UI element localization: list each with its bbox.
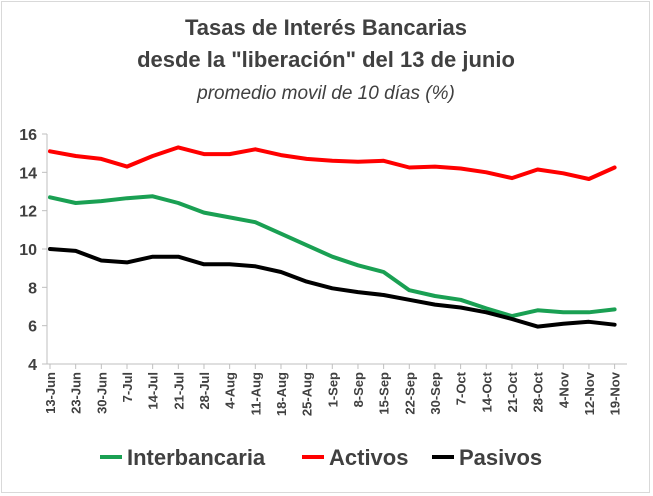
x-tick-label: 21-Jul — [171, 372, 186, 410]
x-tick-label: 4-Nov — [556, 371, 571, 408]
x-tick-label: 12-Nov — [582, 371, 597, 415]
x-tick-label: 30-Jun — [94, 372, 109, 414]
axes-group: 4 6 8 10 12 14 16 13-Jun 23-Jun 30-Jun 7-Jul 14-Jul… — [19, 127, 627, 416]
x-tick-label: 1-Sep — [325, 372, 340, 407]
y-tick-label: 16 — [19, 127, 37, 144]
y-tick-label: 4 — [28, 357, 37, 374]
legend-label: Interbancaria — [127, 445, 266, 470]
series-group — [48, 145, 617, 329]
y-tick-label: 14 — [19, 165, 37, 182]
x-tick-label: 30-Sep — [428, 372, 443, 415]
x-tick-label: 19-Nov — [608, 371, 623, 415]
x-tick-label: 8-Sep — [351, 372, 366, 407]
legend: Interbancaria Activos Pasivos — [100, 445, 542, 470]
x-tick-label: 15-Sep — [377, 372, 392, 415]
x-tick-label: 13-Jun — [43, 372, 58, 414]
x-tick-label: 21-Oct — [505, 371, 520, 412]
y-tick-label: 12 — [19, 204, 37, 221]
x-tick-label: 18-Aug — [274, 372, 289, 416]
y-tick-label: 10 — [19, 242, 37, 259]
x-tick-label: 28-Jul — [197, 372, 212, 410]
series-line-interbancaria — [48, 194, 617, 319]
x-tick-label: 4-Aug — [223, 372, 238, 409]
x-tick-label: 25-Aug — [300, 372, 315, 416]
x-tick-label: 23-Jun — [69, 372, 84, 414]
y-tick-label: 6 — [28, 319, 37, 336]
legend-label: Pasivos — [459, 445, 542, 470]
x-tick-label: 14-Jul — [146, 372, 161, 410]
legend-label: Activos — [329, 445, 408, 470]
x-tick-label: 28-Oct — [531, 371, 546, 412]
x-tick-label: 11-Aug — [248, 372, 263, 415]
x-tick-label: 22-Sep — [402, 372, 417, 415]
chart-subtitle-italic: promedio movil de 10 días (%) — [196, 83, 455, 104]
x-tick-label: 7-Oct — [454, 371, 469, 405]
chart-subtitle: desde la "liberación" del 13 de junio — [137, 47, 515, 72]
series-line-activos — [48, 145, 617, 181]
x-tick-label: 7-Jul — [120, 372, 135, 402]
x-tick-label: 14-Oct — [479, 371, 494, 412]
chart-title: Tasas de Interés Bancarias — [185, 15, 467, 40]
y-tick-label: 8 — [28, 280, 37, 297]
series-line-pasivos — [48, 247, 617, 329]
